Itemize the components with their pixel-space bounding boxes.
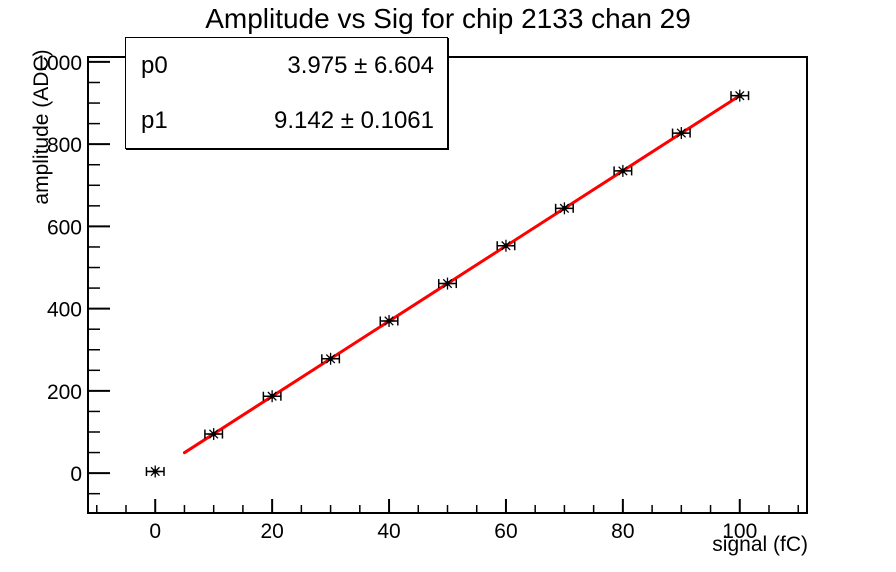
stat-p1-label: p1 xyxy=(141,106,168,134)
asterisk-marker-center xyxy=(562,205,567,211)
stat-p1-value: 9.142 ± 0.1061 xyxy=(274,106,434,134)
fit-line xyxy=(182,94,742,455)
data-point xyxy=(204,428,224,441)
x-tick-label: 80 xyxy=(611,520,634,543)
data-point xyxy=(262,390,282,403)
asterisk-marker-center xyxy=(678,130,684,136)
stats-row-p0: p0 3.975 ± 6.604 xyxy=(126,38,447,93)
asterisk-marker-center xyxy=(445,281,450,286)
x-tick-label: 60 xyxy=(494,520,517,543)
y-tick-label: 400 xyxy=(47,299,82,322)
asterisk-marker-center xyxy=(386,318,392,324)
asterisk-marker-center xyxy=(503,243,509,249)
x-axis-title: signal (fC) xyxy=(712,533,808,556)
data-point xyxy=(321,352,341,365)
x-tick-label: 20 xyxy=(260,520,283,543)
data-point xyxy=(496,239,516,252)
stat-p0-label: p0 xyxy=(141,51,168,79)
asterisk-marker-center xyxy=(269,393,275,399)
data-point xyxy=(437,277,458,290)
x-tick-label: 100 xyxy=(722,520,757,543)
y-tick-label: 600 xyxy=(47,216,82,239)
data-point xyxy=(379,314,399,327)
y-tick-label: 0 xyxy=(70,463,82,486)
x-tick-label: 0 xyxy=(149,520,161,543)
y-tick-label: 1000 xyxy=(35,52,82,75)
y-tick-label: 800 xyxy=(47,134,82,157)
asterisk-marker-center xyxy=(152,469,158,474)
chart-title: Amplitude vs Sig for chip 2133 chan 29 xyxy=(205,3,691,34)
asterisk-marker-center xyxy=(211,431,217,437)
asterisk-marker-center xyxy=(328,356,333,362)
x-tick-label: 40 xyxy=(377,520,400,543)
data-point xyxy=(554,202,574,215)
data-point xyxy=(145,465,165,478)
y-axis-title: amplitude (ADC) xyxy=(30,49,53,205)
asterisk-marker-center xyxy=(737,93,743,99)
fit-stats-box: p0 3.975 ± 6.604 p1 9.142 ± 0.1061 xyxy=(125,37,448,149)
data-point xyxy=(730,89,750,102)
stat-p0-value: 3.975 ± 6.604 xyxy=(287,51,434,79)
data-point xyxy=(613,164,633,177)
stats-row-p1: p1 9.142 ± 0.1061 xyxy=(126,93,447,148)
data-point xyxy=(671,127,691,140)
y-tick-label: 200 xyxy=(47,381,82,404)
asterisk-marker-center xyxy=(620,168,626,174)
